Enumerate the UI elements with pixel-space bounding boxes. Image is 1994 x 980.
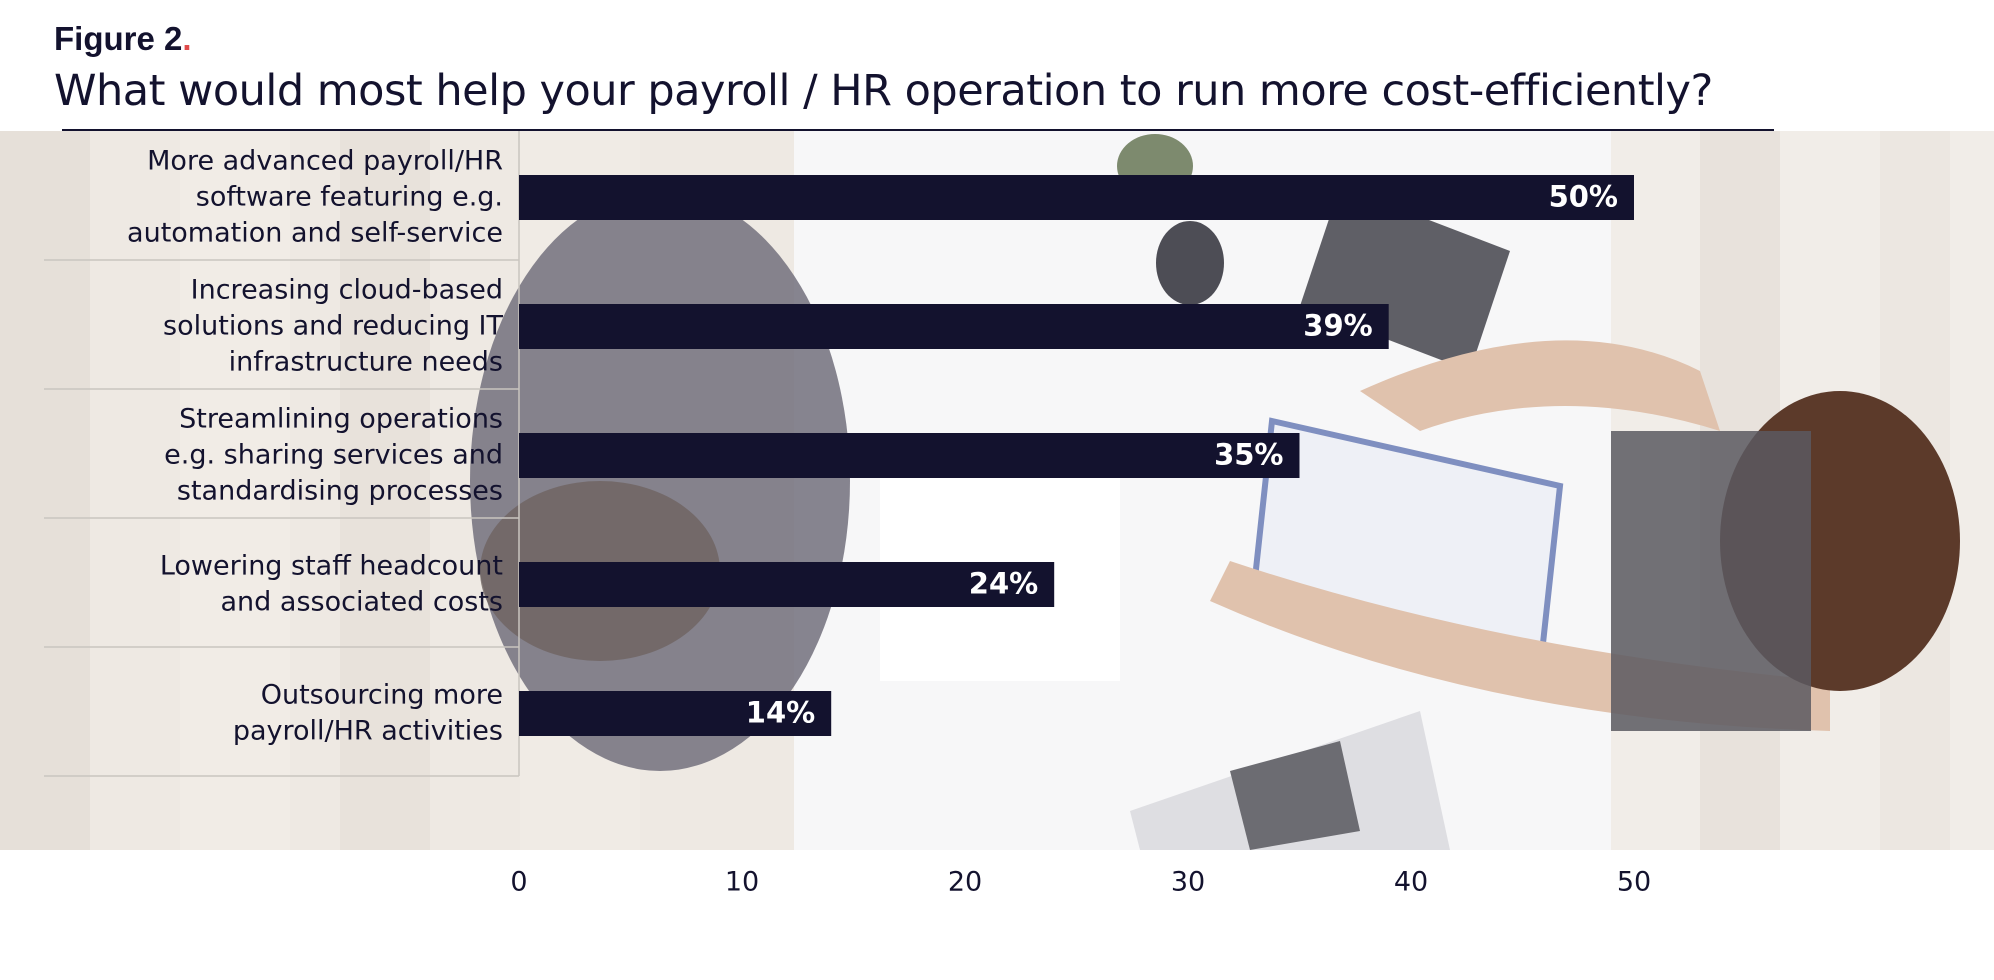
category-label-line: Lowering staff headcount (160, 550, 503, 581)
category-labels: More advanced payroll/HR software featuri… (127, 145, 503, 746)
category-label-line: solutions and reducing IT (163, 310, 503, 341)
category-label: Increasing cloud-based solutions and redu… (163, 274, 503, 377)
category-label-line: payroll/HR activities (233, 715, 503, 746)
category-label-line: More advanced payroll/HR (147, 145, 503, 176)
figure-label-text: Figure 2 (54, 20, 183, 57)
category-label: Streamlining operations e.g. sharing serv… (164, 403, 503, 506)
category-label-line: infrastructure needs (229, 346, 503, 377)
bar (519, 433, 1300, 478)
x-tick-label: 30 (1171, 867, 1205, 898)
category-label-line: Increasing cloud-based (191, 274, 503, 305)
background-photo (0, 131, 1994, 850)
bar-value-label: 35% (1214, 438, 1283, 472)
category-label: Outsourcing more payroll/HR activities (233, 679, 503, 746)
title-divider (62, 129, 1774, 131)
bars (519, 175, 1634, 736)
bar-value-label: 50% (1549, 180, 1618, 214)
x-tick-label: 50 (1617, 867, 1651, 898)
category-label-line: standardising processes (177, 475, 503, 506)
category-label-line: automation and self-service (127, 217, 503, 248)
category-label-line: Outsourcing more (261, 679, 503, 710)
category-label-line: software featuring e.g. (196, 181, 503, 212)
x-tick-label: 40 (1394, 867, 1428, 898)
row-dividers (44, 259, 519, 777)
bar (519, 691, 832, 736)
bar-value-labels: 50% 39% 35% 24% 14% (746, 180, 1618, 730)
category-label-line: e.g. sharing services and (164, 439, 503, 470)
category-label: More advanced payroll/HR software featuri… (127, 145, 503, 248)
figure-label: Figure 2. (54, 20, 192, 58)
bar-value-label: 14% (746, 696, 815, 730)
bar (519, 175, 1634, 220)
bar-value-label: 24% (969, 567, 1038, 601)
x-tick-label: 0 (510, 867, 527, 898)
bar (519, 304, 1389, 349)
chart-title: What would most help your payroll / HR o… (54, 66, 1713, 116)
bar (519, 562, 1055, 607)
bar-value-label: 39% (1303, 309, 1372, 343)
category-label: Lowering staff headcount and associated c… (160, 550, 503, 617)
figure-label-dot: . (182, 20, 192, 57)
x-tick-label: 20 (948, 867, 982, 898)
x-axis-ticks: 0 10 20 30 40 50 (510, 867, 1651, 898)
category-label-line: and associated costs (221, 586, 503, 617)
category-label-line: Streamlining operations (179, 403, 503, 434)
x-tick-label: 10 (725, 867, 759, 898)
